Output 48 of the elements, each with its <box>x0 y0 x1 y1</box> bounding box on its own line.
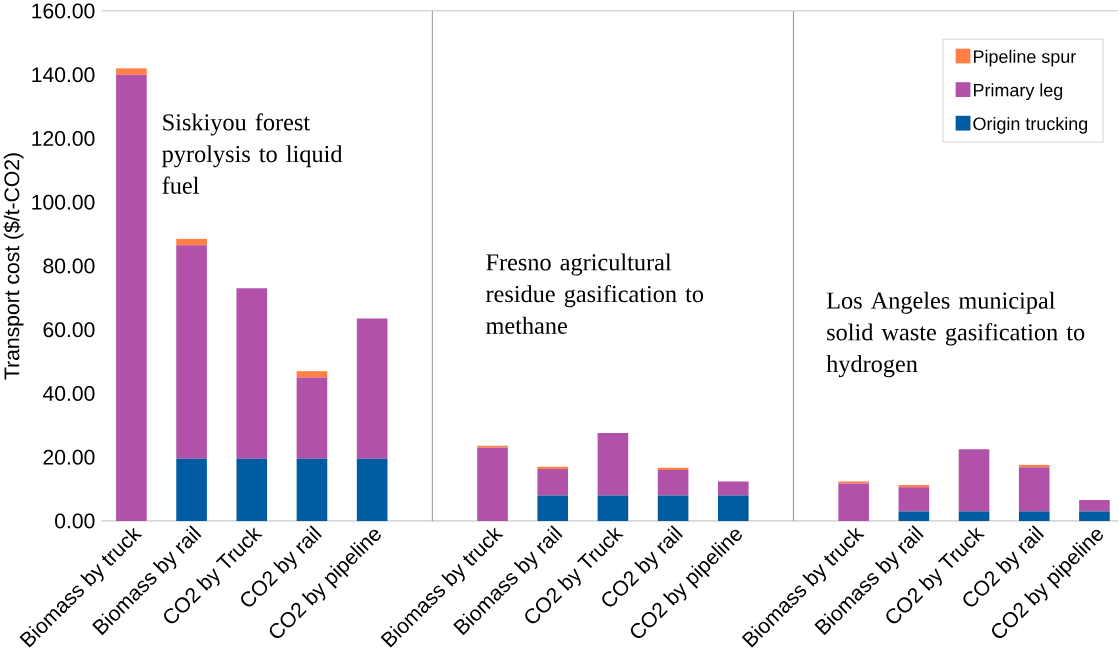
bar <box>1079 500 1110 512</box>
bar <box>356 458 388 522</box>
bar <box>1018 467 1050 512</box>
bar <box>296 371 328 378</box>
bar <box>717 495 749 522</box>
bar <box>176 458 207 522</box>
bar <box>898 511 930 522</box>
bar <box>116 68 147 75</box>
annotation: Siskiyou forest pyrolysis to liquid fuel <box>162 113 343 194</box>
bar <box>176 245 207 459</box>
bar <box>1018 511 1050 522</box>
bar <box>356 318 388 459</box>
bar <box>1018 464 1050 468</box>
legend-label: Pipeline spur <box>973 49 1076 67</box>
bar <box>236 288 268 459</box>
annotation: Los Angeles municipal solid waste gasification to hydrogen <box>826 291 1085 378</box>
bar <box>958 449 990 512</box>
bar <box>838 483 869 522</box>
y-tick-label: 100.00 <box>32 194 95 210</box>
y-tick-label: 20.00 <box>43 449 95 465</box>
bar <box>597 433 629 496</box>
bar <box>537 495 569 522</box>
bar <box>296 458 328 522</box>
bar <box>1079 511 1110 522</box>
bar <box>958 511 990 522</box>
y-tick-label: 140.00 <box>32 67 95 83</box>
bar <box>537 469 569 496</box>
legend-label: Origin trucking <box>973 117 1088 134</box>
bar <box>898 487 930 512</box>
bar <box>116 74 147 522</box>
bar <box>537 466 569 470</box>
bar <box>176 238 207 246</box>
y-tick-label: 120.00 <box>32 131 95 147</box>
y-axis-title: Transport cost ($/t-CO2) <box>3 153 24 380</box>
bar <box>657 495 689 522</box>
bar <box>477 447 508 522</box>
y-tick-label: 0.00 <box>55 513 95 529</box>
y-tick-label: 40.00 <box>42 386 95 402</box>
bar <box>296 377 328 459</box>
bar <box>236 458 268 522</box>
y-tick-label: 80.00 <box>43 258 95 274</box>
bar <box>657 470 689 496</box>
bar <box>597 495 629 522</box>
legend-label: Primary leg <box>973 83 1063 101</box>
y-tick-label: 60.00 <box>43 322 95 338</box>
bar <box>717 481 749 496</box>
y-tick-label: 160.00 <box>32 3 95 19</box>
annotation: Fresno agricultural residue gasification to methane <box>485 253 704 334</box>
